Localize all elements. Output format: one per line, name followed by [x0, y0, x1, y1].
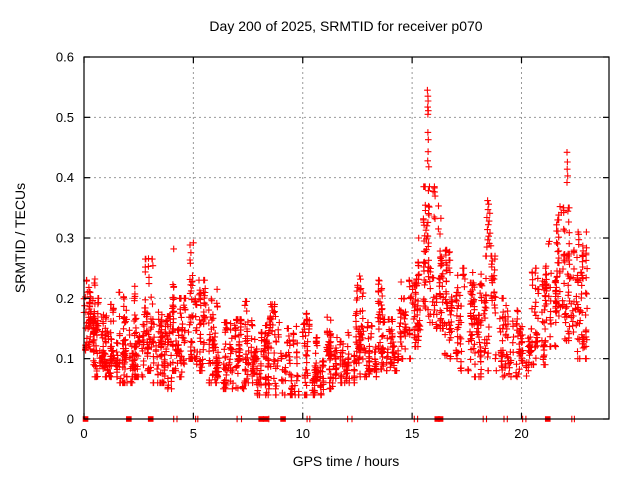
- x-tick-label: 10: [296, 426, 310, 441]
- x-tick-label: 15: [405, 426, 419, 441]
- plot-border: [83, 56, 610, 420]
- chart-title: Day 200 of 2025, SRMTID for receiver p07…: [209, 18, 482, 34]
- y-tick-labels: 0 0.1 0.2 0.3 0.4 0.5 0.6: [56, 50, 74, 427]
- y-tick-label: 0.1: [56, 351, 74, 366]
- x-tick-label: 20: [514, 426, 528, 441]
- data-points: [80, 86, 591, 399]
- x-axis-label: GPS time / hours: [293, 453, 400, 469]
- x-tick-label: 0: [80, 426, 87, 441]
- y-tick-label: 0.3: [56, 231, 74, 246]
- x-tick-labels: 0 5 10 15 20: [80, 426, 528, 441]
- y-tick-label: 0.6: [56, 50, 74, 65]
- x-tick-label: 5: [190, 426, 197, 441]
- y-tick-label: 0.2: [56, 291, 74, 306]
- y-tick-label: 0.5: [56, 110, 74, 125]
- y-tick-label: 0: [67, 412, 74, 427]
- y-tick-label: 0.4: [56, 170, 74, 185]
- y-axis-label: SRMTID / TECUs: [12, 183, 28, 293]
